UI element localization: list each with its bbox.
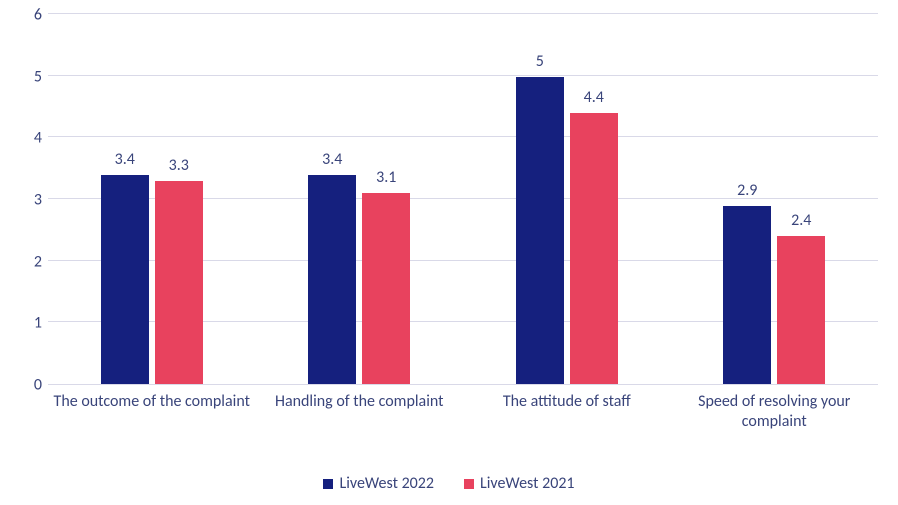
x-tick-label: Handling of the complaint	[256, 392, 464, 432]
bar-value-label: 3.3	[169, 156, 189, 175]
legend-item-2021: LiveWest 2021	[464, 474, 575, 493]
legend-swatch-2021	[464, 479, 474, 489]
legend-swatch-2022	[323, 479, 333, 489]
bar-value-label: 3.4	[322, 150, 342, 169]
bar-value-label: 5	[536, 52, 544, 71]
legend: LiveWest 2022 LiveWest 2021	[0, 474, 898, 493]
bar-value-label: 2.9	[737, 181, 757, 200]
bar-group: 3.43.1	[256, 15, 464, 384]
y-tick-label: 5	[18, 67, 42, 86]
legend-item-2022: LiveWest 2022	[323, 474, 434, 493]
plot-area: 3.43.33.43.154.42.92.4	[48, 15, 878, 385]
gridline	[48, 13, 878, 14]
bar-group: 2.92.4	[671, 15, 879, 384]
bar-chart: 0123456 3.43.33.43.154.42.92.4 The outco…	[0, 0, 898, 505]
bar: 3.1	[362, 193, 410, 384]
bars-container: 3.43.33.43.154.42.92.4	[48, 15, 878, 384]
bar-value-label: 2.4	[791, 211, 811, 230]
x-tick-label: The attitude of staff	[463, 392, 671, 432]
bar-group: 3.43.3	[48, 15, 256, 384]
bar-value-label: 3.4	[115, 150, 135, 169]
bar: 5	[516, 77, 564, 385]
y-tick-label: 1	[18, 314, 42, 333]
bar: 2.4	[777, 236, 825, 384]
bar: 3.3	[155, 181, 203, 384]
bar-group: 54.4	[463, 15, 671, 384]
x-tick-label: Speed of resolving your complaint	[671, 392, 879, 432]
y-tick-label: 0	[18, 376, 42, 395]
y-tick-label: 2	[18, 252, 42, 271]
y-tick-label: 3	[18, 191, 42, 210]
bar: 4.4	[570, 113, 618, 384]
legend-label-2021: LiveWest 2021	[480, 474, 575, 493]
bar-value-label: 3.1	[376, 168, 396, 187]
bar: 3.4	[101, 175, 149, 384]
legend-label-2022: LiveWest 2022	[339, 474, 434, 493]
x-axis-labels: The outcome of the complaintHandling of …	[48, 392, 878, 432]
bar: 3.4	[308, 175, 356, 384]
bar-value-label: 4.4	[584, 88, 604, 107]
y-tick-label: 4	[18, 129, 42, 148]
y-tick-label: 6	[18, 6, 42, 25]
x-tick-label: The outcome of the complaint	[48, 392, 256, 432]
bar: 2.9	[723, 206, 771, 384]
